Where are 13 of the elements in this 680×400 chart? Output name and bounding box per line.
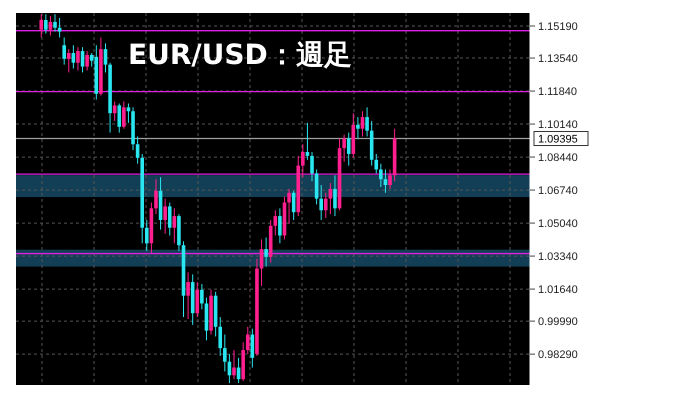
y-tick-label: 1.08440 bbox=[538, 152, 578, 164]
y-tick-label: 1.06740 bbox=[538, 185, 578, 198]
y-tick-label: 0.99990 bbox=[538, 316, 578, 328]
y-tick-label: 1.15190 bbox=[538, 21, 578, 34]
y-tick-label: 1.13540 bbox=[538, 53, 578, 66]
text: EUR/USD：週足 bbox=[128, 38, 352, 71]
y-tick-label: 0.98290 bbox=[538, 349, 578, 362]
ref-line-label: 1.09395 bbox=[538, 134, 578, 146]
y-tick-label: 1.11840 bbox=[538, 86, 577, 98]
y-tick-label: 1.10140 bbox=[538, 119, 578, 132]
y-tick-label: 1.05040 bbox=[538, 218, 578, 230]
y-tick-label: 1.03340 bbox=[538, 251, 578, 264]
y-tick-label: 1.01640 bbox=[538, 284, 578, 296]
